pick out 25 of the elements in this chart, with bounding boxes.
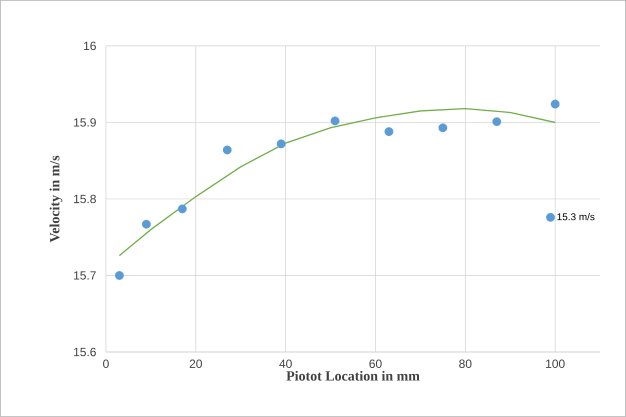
y-axis-title: Velocity in m/s (50, 156, 62, 242)
legend-label: 15.3 m/s (557, 212, 595, 220)
x-tick-label: 20 (190, 360, 202, 368)
x-tick-label: 0 (103, 360, 109, 368)
point (330, 116, 340, 126)
line-series (118, 108, 556, 256)
x-axis-title: Piotot Location in mm (286, 370, 420, 381)
point (384, 127, 394, 136)
point (492, 117, 502, 126)
y-tick-label: 15.8 (74, 194, 96, 204)
y-tick-label: 15.9 (74, 118, 96, 127)
x-tick-label: 40 (279, 360, 292, 368)
point (438, 123, 448, 132)
point (276, 139, 286, 148)
point (142, 220, 151, 229)
point (115, 271, 124, 280)
x-tick-label: 60 (369, 360, 382, 368)
y-tick-label: 16 (84, 42, 96, 50)
y-tick-label: 15.7 (74, 271, 96, 280)
point (222, 146, 232, 154)
x-tick-label: 80 (459, 360, 472, 368)
point (550, 100, 560, 108)
y-tick-label: 15.6 (74, 348, 96, 356)
x-tick-label: 100 (546, 360, 565, 368)
point (178, 204, 187, 214)
